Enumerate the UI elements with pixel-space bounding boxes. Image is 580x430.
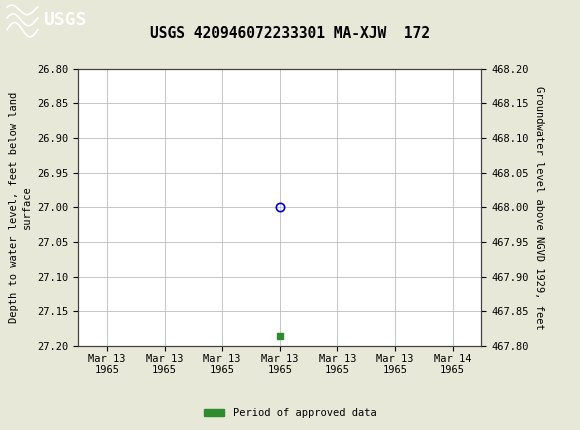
Text: USGS 420946072233301 MA-XJW  172: USGS 420946072233301 MA-XJW 172 <box>150 26 430 41</box>
Y-axis label: Groundwater level above NGVD 1929, feet: Groundwater level above NGVD 1929, feet <box>534 86 544 329</box>
Text: USGS: USGS <box>44 11 87 29</box>
Legend: Period of approved data: Period of approved data <box>200 404 380 423</box>
Y-axis label: Depth to water level, feet below land
surface: Depth to water level, feet below land su… <box>9 92 32 323</box>
